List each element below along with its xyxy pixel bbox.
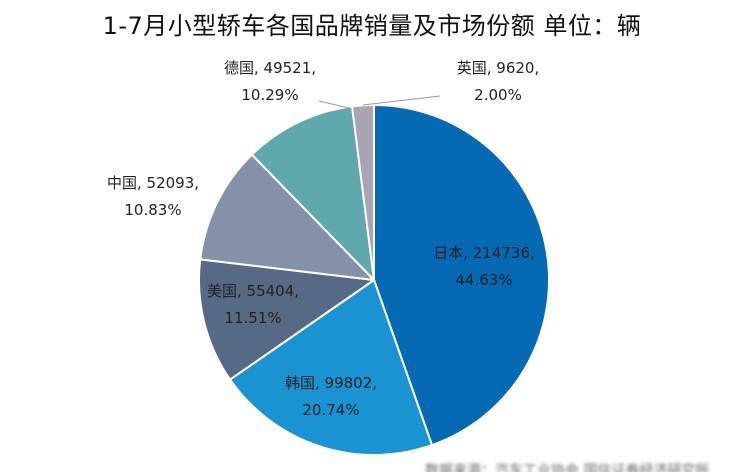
slices-layer (197, 104, 550, 456)
slice-label-name-value: 美国, 55404, (207, 282, 299, 300)
slice-label-4: 中国, 52093, 10.83% (107, 174, 199, 219)
leader-line-5 (318, 100, 350, 109)
pie-slice-2 (229, 279, 433, 456)
leaders-layer (318, 95, 441, 109)
slice-label-3: 美国, 55404, 11.51% (207, 282, 299, 327)
slice-label-name-value: 日本, 214736, (433, 244, 535, 262)
slice-label-percent: 2.00% (474, 86, 522, 104)
slice-label-name-value: 英国, 9620, (457, 59, 539, 77)
slice-label-name-value: 韩国, 99802, (285, 374, 377, 392)
pie-slice-1 (373, 104, 550, 447)
slice-label-2: 韩国, 99802, 20.74% (285, 374, 377, 419)
slice-label-5: 德国, 49521, 10.29% (224, 59, 316, 104)
slice-label-percent: 10.29% (241, 86, 298, 104)
slice-label-name-value: 中国, 52093, (107, 174, 199, 192)
slice-label-percent: 20.74% (302, 401, 359, 419)
labels-layer: 日本, 214736, 44.63% 韩国, 99802, 20.74% 美国, 554… (107, 59, 539, 419)
slice-label-1: 日本, 214736, 44.63% (433, 244, 535, 289)
slice-label-percent: 11.51% (224, 309, 281, 327)
source-note: 数据来源：汽车工业协会 国信证券经济研究所 (425, 463, 710, 472)
slice-label-name-value: 德国, 49521, (224, 59, 316, 77)
chart-title: 1-7月小型轿车各国品牌销量及市场份额 单位：辆 (102, 12, 642, 40)
slice-label-percent: 44.63% (455, 271, 512, 289)
pie-slice-4 (199, 153, 375, 281)
pie-slice-6 (351, 104, 375, 281)
slice-label-6: 英国, 9620, 2.00% (457, 59, 539, 104)
pie-slice-3 (197, 258, 375, 381)
slice-label-percent: 10.83% (124, 201, 181, 219)
leader-line-6 (362, 95, 441, 106)
